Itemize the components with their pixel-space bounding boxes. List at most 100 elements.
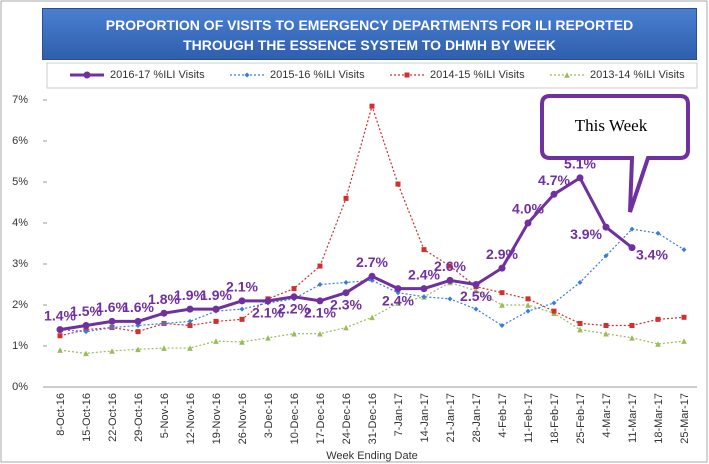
point bbox=[160, 309, 168, 317]
point bbox=[109, 325, 115, 331]
y-tick-label: 0% bbox=[12, 381, 28, 393]
point bbox=[421, 294, 427, 300]
point bbox=[291, 286, 297, 292]
x-tick-label: 24-Dec-16 bbox=[341, 393, 353, 444]
point bbox=[213, 338, 219, 344]
point bbox=[525, 296, 531, 302]
point bbox=[317, 282, 323, 287]
x-tick-label: 4-Feb-17 bbox=[497, 393, 509, 438]
callout bbox=[540, 94, 690, 213]
point bbox=[187, 323, 193, 328]
point bbox=[342, 289, 350, 297]
point bbox=[420, 285, 428, 293]
data-label: 1.8% bbox=[148, 291, 180, 307]
point bbox=[135, 346, 141, 353]
data-label: 2.1% bbox=[226, 279, 258, 295]
y-tick-label: 1% bbox=[12, 340, 28, 352]
point bbox=[395, 181, 401, 187]
x-tick-label: 29-Oct-16 bbox=[133, 393, 145, 442]
point bbox=[602, 223, 610, 231]
point bbox=[109, 348, 115, 354]
x-tick-label: 18-Mar-17 bbox=[653, 393, 665, 444]
point bbox=[264, 297, 272, 305]
point bbox=[628, 244, 636, 252]
point bbox=[134, 317, 142, 325]
x-tick-label: 28-Jan-17 bbox=[471, 393, 483, 443]
point bbox=[213, 318, 219, 324]
x-tick-label: 8-Oct-16 bbox=[55, 393, 67, 436]
data-label: 1.6% bbox=[122, 299, 154, 315]
data-label: 1.4% bbox=[44, 307, 76, 323]
x-tick-label: 22-Oct-16 bbox=[107, 393, 119, 442]
point bbox=[655, 341, 661, 347]
point bbox=[499, 323, 505, 328]
x-axis-label: Week Ending Date bbox=[326, 450, 418, 462]
point bbox=[681, 338, 687, 344]
point bbox=[343, 279, 349, 285]
point bbox=[577, 279, 583, 285]
point bbox=[82, 322, 90, 329]
point bbox=[447, 263, 453, 269]
x-tick-label: 14-Jan-17 bbox=[419, 393, 431, 443]
data-label: 2.4% bbox=[382, 292, 414, 308]
x-tick-label: 17-Dec-16 bbox=[315, 393, 327, 444]
point bbox=[576, 174, 584, 182]
data-label: 4.0% bbox=[512, 201, 544, 217]
x-tick-label: 11-Mar-17 bbox=[627, 393, 639, 443]
data-label: 2.7% bbox=[356, 254, 388, 270]
y-tick-label: 7% bbox=[12, 94, 28, 106]
y-tick-label: 6% bbox=[12, 135, 28, 147]
point bbox=[681, 247, 687, 253]
data-label: 4.7% bbox=[538, 172, 570, 188]
data-label: 5.1% bbox=[564, 156, 596, 172]
y-tick-label: 5% bbox=[12, 176, 28, 188]
data-label: 2.6% bbox=[434, 258, 466, 274]
point bbox=[57, 333, 63, 339]
point bbox=[447, 296, 453, 302]
point bbox=[421, 247, 427, 253]
point bbox=[369, 103, 375, 109]
legend-label: 2014-15 %ILI Visits bbox=[430, 69, 525, 81]
point bbox=[446, 276, 454, 284]
point bbox=[187, 345, 193, 351]
point bbox=[239, 339, 245, 345]
x-tick-label: 7-Jan-17 bbox=[393, 393, 405, 436]
point bbox=[498, 264, 506, 272]
x-tick-label: 31-Dec-16 bbox=[367, 393, 379, 444]
data-label: 2.1% bbox=[252, 305, 284, 321]
point bbox=[655, 230, 661, 236]
point bbox=[394, 285, 402, 293]
data-label: 2.5% bbox=[460, 288, 492, 304]
x-tick-label: 11-Feb-17 bbox=[523, 393, 535, 443]
point bbox=[291, 330, 297, 337]
x-tick-label: 4-Mar-17 bbox=[601, 393, 613, 438]
point bbox=[524, 219, 532, 227]
point bbox=[161, 320, 167, 326]
data-label: 2.2% bbox=[278, 301, 310, 317]
point bbox=[187, 318, 193, 324]
point bbox=[239, 316, 245, 322]
point bbox=[499, 302, 505, 308]
legend-label: 2016-17 %ILI Visits bbox=[110, 69, 205, 81]
point bbox=[57, 347, 63, 353]
point bbox=[212, 305, 220, 313]
y-tick-label: 4% bbox=[12, 217, 28, 229]
point bbox=[343, 195, 349, 201]
x-tick-label: 10-Dec-16 bbox=[289, 393, 301, 444]
data-label: 2.9% bbox=[486, 246, 518, 262]
point bbox=[135, 329, 141, 335]
point bbox=[317, 330, 323, 337]
x-tick-label: 19-Nov-16 bbox=[211, 393, 223, 444]
point bbox=[551, 308, 557, 314]
data-label: 2.4% bbox=[408, 266, 440, 282]
point bbox=[186, 305, 194, 313]
y-tick-label: 3% bbox=[12, 258, 28, 270]
x-tick-label: 5-Nov-16 bbox=[159, 393, 171, 438]
point bbox=[404, 72, 410, 78]
point bbox=[265, 335, 271, 341]
point bbox=[395, 300, 401, 306]
point bbox=[564, 72, 570, 78]
